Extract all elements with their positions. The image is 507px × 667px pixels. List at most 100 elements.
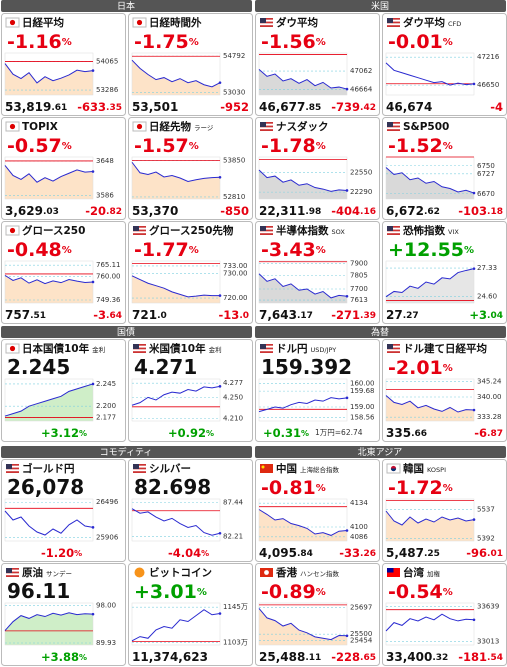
change: -850 <box>220 204 249 218</box>
tile-title: ダウ平均 <box>276 16 318 29</box>
y-tick-label: 333.28 <box>477 413 502 421</box>
flag-part <box>260 344 266 349</box>
y-tick-label: 82.21 <box>223 532 243 540</box>
flag-part <box>261 465 265 469</box>
change-percent: +3.01% <box>134 581 207 603</box>
y-tick-label: 33013 <box>477 637 499 645</box>
change: -6.87 <box>474 426 503 440</box>
price: 6,672.62 <box>386 204 440 218</box>
y-tick-label: 3586 <box>96 192 114 200</box>
chart-frame <box>4 602 94 646</box>
change: -181.54 <box>458 650 503 664</box>
flag-part <box>136 123 143 130</box>
flag-part <box>387 568 394 573</box>
chart-area <box>132 162 220 199</box>
tile-title: TOPIX <box>22 121 58 133</box>
tile-title: 米国債10年 <box>148 342 206 355</box>
tile: 日経平均 54065 53286 -1.16% 53,819.61 -633.35 <box>1 13 126 116</box>
flag-part <box>387 19 400 22</box>
y-tick-label: 7805 <box>350 272 368 280</box>
chart-area <box>5 511 93 541</box>
change: -13.0 <box>219 308 249 322</box>
flag-part <box>6 575 19 577</box>
change: +3.04 <box>469 308 503 322</box>
flag-part <box>260 125 273 128</box>
tile-title: ダウ平均 <box>403 16 445 29</box>
change-percent: +3.88% <box>41 650 87 664</box>
flag-part <box>387 23 400 26</box>
tile-title: グロース250先物 <box>149 224 234 237</box>
y-tick-label: 7700 <box>350 285 368 293</box>
change-percent: -1.72% <box>388 477 453 499</box>
section-title: 日本 <box>117 0 135 12</box>
y-tick-label: 24.60 <box>477 293 497 301</box>
y-tick-label: 89.93 <box>96 639 116 647</box>
flag-part <box>133 226 139 231</box>
flag-part <box>6 464 19 466</box>
change-percent: -0.89% <box>261 581 326 603</box>
tile-title: S&P500 <box>403 121 449 133</box>
price-line <box>385 167 475 194</box>
flag-part <box>260 345 273 348</box>
chart-area <box>386 511 474 541</box>
quote-value: 96.11 <box>7 579 70 603</box>
tile-subtitle: SOX <box>332 228 346 236</box>
last-point <box>91 526 95 529</box>
flag <box>132 17 147 28</box>
flag-part <box>9 123 16 130</box>
tile-subtitle: 加権 <box>427 569 441 578</box>
change: -20.82 <box>85 204 122 218</box>
chart-frame <box>131 498 221 542</box>
tile: 中国 上海総合指数 4134 4100 4086 -0.81% 4,095.84 -33.26 <box>255 459 380 562</box>
y-tick-label: 5537 <box>477 506 495 514</box>
flag-part <box>6 471 19 473</box>
flag-part <box>260 122 273 124</box>
flag-part <box>260 21 273 24</box>
chart-area <box>386 167 474 199</box>
flag <box>133 226 146 235</box>
flag-part <box>387 351 400 353</box>
y-tick-label: 25454 <box>350 636 373 644</box>
y-tick-label: 53286 <box>96 86 119 94</box>
price-line <box>131 59 221 88</box>
section-header <box>1 0 252 12</box>
y-tick-label: 765.11 <box>96 261 121 269</box>
price: 335.66 <box>386 426 427 440</box>
chart-frame <box>385 260 475 304</box>
quote-value: 2.245 <box>7 355 70 379</box>
change-percent: -1.16% <box>7 31 72 53</box>
flag-part <box>260 351 273 353</box>
flag-part <box>260 18 273 20</box>
quote-value: 82.698 <box>134 475 211 499</box>
flag <box>134 567 145 578</box>
change-percent: -1.56% <box>261 31 326 53</box>
change: -3.64 <box>93 308 122 322</box>
y-tick-label: 53850 <box>223 157 245 165</box>
chart-area <box>259 273 347 303</box>
change-percent: -2.01% <box>388 357 453 379</box>
flag <box>387 226 400 235</box>
y-tick-label: 4100 <box>350 523 368 531</box>
chart-frame <box>4 52 94 96</box>
tile-title: 韓国 <box>403 462 424 475</box>
flag <box>260 18 273 27</box>
chart-area <box>259 69 347 95</box>
y-tick-label: 730.00 <box>223 269 248 277</box>
tile: ナスダック 22550 22290 -1.78% 22,311.98 -404.16 <box>255 117 380 220</box>
flag <box>133 344 146 353</box>
y-tick-label: 4086 <box>350 533 368 541</box>
price: 53,501 <box>132 100 178 114</box>
flag-part <box>133 465 146 468</box>
flag-part <box>390 468 397 472</box>
y-tick-label: 52810 <box>223 193 245 201</box>
y-tick-label: 158.56 <box>350 413 375 421</box>
flag-part <box>387 231 400 234</box>
change-percent: -1.75% <box>134 31 199 53</box>
chart-area <box>386 614 474 645</box>
chart-frame <box>131 602 221 646</box>
flag-part <box>6 465 19 468</box>
tile: 日経先物 ラージ 53850 52810 -1.57% 53,370 -850 <box>128 117 253 220</box>
last-point <box>472 518 476 521</box>
